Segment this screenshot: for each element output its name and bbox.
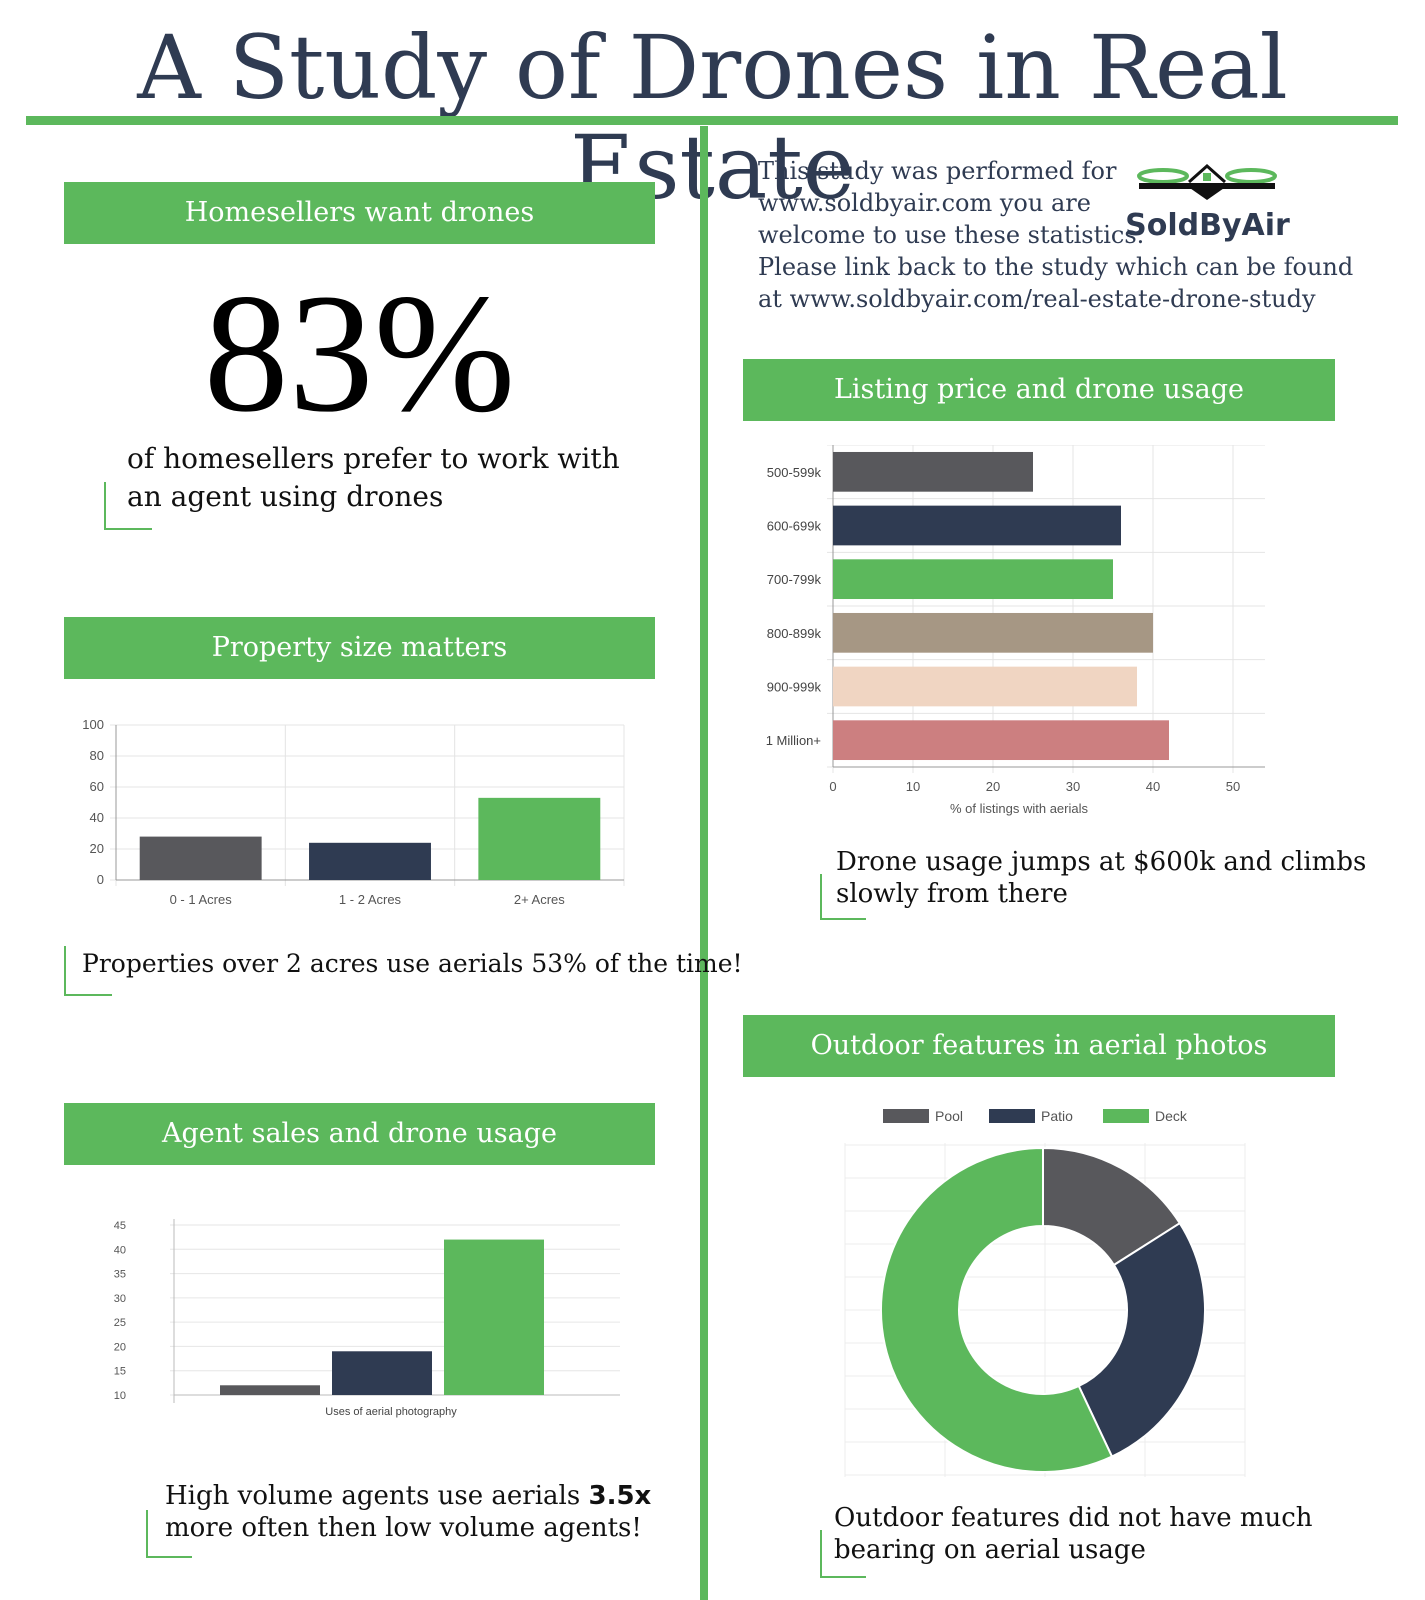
bar [220, 1385, 320, 1395]
bar [833, 612, 1153, 653]
legend-swatch [989, 1109, 1035, 1123]
bar [444, 1239, 544, 1395]
section-listing-heading: Listing price and drone usage [743, 359, 1335, 421]
legend-label: Patio [1041, 1108, 1073, 1124]
caption-accent-vertical [64, 946, 66, 996]
intro-line: www.soldbyair.com you are [758, 189, 1091, 217]
x-tick-label: 0 - 1 Acres [170, 892, 233, 907]
donut-slice [1077, 1221, 1206, 1458]
y-tick-label: 0 [97, 872, 104, 887]
x-tick-label: 30 [1066, 779, 1080, 794]
agent-caption-multiplier: 3.5x [588, 1481, 652, 1511]
caption-accent-horizontal [104, 528, 152, 530]
listing-caption-line1: Drone usage jumps at $600k and climbs [836, 847, 1367, 877]
intro-line: Please link back to the study which can … [758, 253, 1354, 281]
y-tick-label: 60 [90, 779, 104, 794]
legend-swatch [883, 1109, 929, 1123]
property-size-chart: 0 20 40 60 80 100 0 - 1 Acres 1 - 2 Acres 2+ Acr… [82, 720, 625, 907]
drone-house-icon [1137, 163, 1277, 200]
x-tick-label: 40 [1146, 779, 1160, 794]
property-caption: Properties over 2 acres use aerials 53% … [82, 949, 743, 978]
y-tick-label: 900-999k [767, 680, 822, 695]
bar [833, 559, 1113, 600]
x-axis-label: Uses of aerial photography [325, 1406, 457, 1418]
bar [833, 505, 1121, 546]
intro-line: welcome to use these statistics. [758, 221, 1145, 249]
bar [833, 451, 1033, 492]
y-tick-label: 30 [114, 1293, 126, 1305]
outdoor-caption-line2: bearing on aerial usage [834, 1535, 1146, 1565]
bar [309, 842, 431, 880]
x-tick-label: 0 [829, 779, 836, 794]
x-tick-label: 2+ Acres [514, 892, 565, 907]
caption-accent-vertical [820, 1530, 822, 1578]
y-tick-label: 25 [114, 1317, 126, 1329]
bar [332, 1351, 432, 1395]
y-tick-label: 20 [114, 1341, 126, 1353]
caption-accent-horizontal [820, 918, 866, 920]
section-outdoor-heading: Outdoor features in aerial photos [743, 1015, 1335, 1077]
x-tick-label: 50 [1226, 779, 1240, 794]
x-tick-label: 10 [906, 779, 920, 794]
y-tick-label: 20 [90, 841, 104, 856]
homesellers-caption-line1: of homesellers prefer to work with [127, 442, 620, 475]
homesellers-caption: of homesellers prefer to work with an ag… [127, 440, 620, 516]
y-tick-label: 35 [114, 1269, 126, 1281]
section-agent-heading: Agent sales and drone usage [64, 1103, 655, 1165]
homesellers-stat: 83% [203, 259, 516, 447]
bar [478, 797, 601, 880]
caption-accent-horizontal [146, 1556, 192, 1558]
agent-caption-text: High volume agents use aerials [165, 1481, 589, 1511]
intro-line: This study was performed for [758, 157, 1117, 185]
y-tick-label: 1 Million+ [766, 733, 821, 748]
y-tick-label: 800-899k [767, 626, 822, 641]
caption-accent-horizontal [820, 1576, 866, 1578]
page-title: A Study of Drones in Real Estate [137, 16, 1288, 219]
bar [139, 836, 262, 880]
title-underline [26, 116, 1398, 125]
soldbyair-logo: SoldByAir [1125, 160, 1290, 243]
bar [833, 666, 1137, 707]
donut-slice [880, 1146, 1114, 1473]
caption-accent-vertical [146, 1510, 148, 1558]
legend-label: Pool [935, 1108, 963, 1124]
y-tick-label: 40 [90, 810, 104, 825]
caption-accent-horizontal [64, 994, 112, 996]
caption-accent-vertical [104, 482, 106, 530]
caption-accent-vertical [820, 874, 822, 920]
listing-price-chart: 0 10 20 30 40 50 500-599k 600-699k 700-799k 800-8… [766, 445, 1265, 816]
section-property-heading: Property size matters [64, 617, 655, 679]
y-tick-label: 40 [114, 1244, 126, 1256]
legend-swatch [1103, 1109, 1149, 1123]
agent-sales-chart: Low Volume AgentsMid Volume AgentsHigh V… [114, 1219, 620, 1418]
y-tick-label: 10 [114, 1390, 126, 1402]
column-divider [700, 126, 708, 1600]
y-tick-label: 100 [82, 720, 104, 732]
x-tick-label: 20 [986, 779, 1000, 794]
bar [833, 720, 1169, 761]
logo-wordmark: SoldByAir [1125, 208, 1290, 243]
y-tick-label: 700-799k [767, 572, 822, 587]
outdoor-caption: Outdoor features did not have much beari… [834, 1502, 1313, 1566]
x-axis-label: % of listings with aerials [950, 801, 1088, 816]
homesellers-caption-line2: an agent using drones [127, 480, 444, 513]
y-tick-label: 45 [114, 1220, 126, 1232]
agent-caption-line2: more often then low volume agents! [165, 1513, 642, 1543]
intro-line: at www.soldbyair.com/real-estate-drone-s… [758, 285, 1316, 313]
listing-caption-line2: slowly from there [836, 879, 1068, 909]
agent-caption: High volume agents use aerials 3.5x more… [165, 1480, 651, 1544]
listing-caption: Drone usage jumps at $600k and climbs sl… [836, 846, 1366, 910]
agent-caption-line1: High volume agents use aerials 3.5x [165, 1480, 651, 1512]
outdoor-features-chart: Pool Patio Deck [844, 1108, 1246, 1477]
y-tick-label: 600-699k [767, 519, 822, 534]
section-homesellers-heading: Homesellers want drones [64, 182, 655, 244]
y-tick-label: 500-599k [767, 465, 822, 480]
x-tick-label: 1 - 2 Acres [339, 892, 402, 907]
intro-text: This study was performed for www.soldbya… [758, 155, 1353, 315]
legend-label: Deck [1155, 1108, 1188, 1124]
y-tick-label: 80 [90, 748, 104, 763]
outdoor-caption-line1: Outdoor features did not have much [834, 1503, 1313, 1533]
y-tick-label: 15 [114, 1366, 126, 1378]
